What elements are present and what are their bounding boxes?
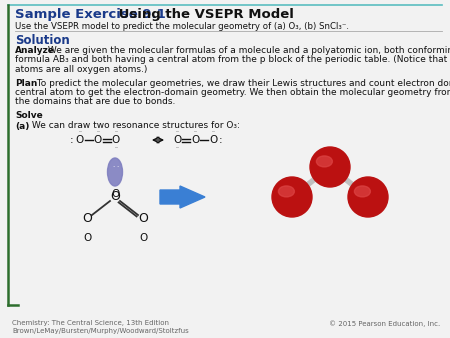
Ellipse shape [310,147,350,187]
Text: O: O [139,233,147,243]
Text: ··: ·· [96,129,100,135]
Text: Plan: Plan [15,78,37,88]
Text: O: O [112,135,120,145]
Ellipse shape [108,158,122,186]
Text: Using the VSEPR Model: Using the VSEPR Model [114,8,294,21]
Text: ··: ·· [175,129,179,135]
Text: ·: · [116,164,118,170]
Text: ··: ·· [78,129,82,135]
Text: :: : [219,135,223,145]
Text: O: O [82,213,92,225]
Ellipse shape [348,177,388,217]
Text: atoms are all oxygen atoms.): atoms are all oxygen atoms.) [15,65,148,74]
Ellipse shape [272,177,312,217]
Text: formula AB₃ and both having a central atom from the p block of the periodic tabl: formula AB₃ and both having a central at… [15,55,450,65]
Text: Solve: Solve [15,111,43,120]
FancyArrow shape [160,186,205,208]
Text: ··: ·· [114,145,118,150]
Text: Use the VSEPR model to predict the molecular geometry of (a) O₃, (b) SnCl₃⁻.: Use the VSEPR model to predict the molec… [15,22,349,31]
Text: We are given the molecular formulas of a molecule and a polyatomic ion, both con: We are given the molecular formulas of a… [45,46,450,55]
Text: © 2015 Pearson Education, Inc.: © 2015 Pearson Education, Inc. [329,320,440,327]
Text: O: O [83,233,91,243]
Text: O: O [138,213,148,225]
Text: Sample Exercise 9.1: Sample Exercise 9.1 [15,8,166,21]
Text: the domains that are due to bonds.: the domains that are due to bonds. [15,97,176,106]
Text: Analyze: Analyze [15,46,55,55]
Ellipse shape [355,186,370,197]
Text: O: O [111,189,119,199]
Text: O: O [94,135,102,145]
Text: :: : [70,135,74,145]
Text: ·: · [112,164,114,170]
Text: ··: ·· [211,129,215,135]
Text: We can draw two resonance structures for O₃:: We can draw two resonance structures for… [29,121,240,130]
Text: O: O [76,135,84,145]
Text: Solution: Solution [15,34,70,47]
Text: ··: ·· [175,145,179,150]
Text: ··: ·· [114,129,118,135]
Ellipse shape [279,186,294,197]
Text: ··: ·· [193,129,197,135]
Text: O: O [110,191,120,203]
Text: To predict the molecular geometries, we draw their Lewis structures and count el: To predict the molecular geometries, we … [34,78,450,88]
Text: Chemistry: The Central Science, 13th Edition
Brown/LeMay/Bursten/Murphy/Woodward: Chemistry: The Central Science, 13th Edi… [12,320,189,334]
Text: central atom to get the electron-domain geometry. We then obtain the molecular g: central atom to get the electron-domain … [15,88,450,97]
Text: (a): (a) [15,121,29,130]
Text: O: O [191,135,199,145]
Ellipse shape [316,156,333,167]
Text: O: O [173,135,181,145]
Text: O: O [209,135,217,145]
